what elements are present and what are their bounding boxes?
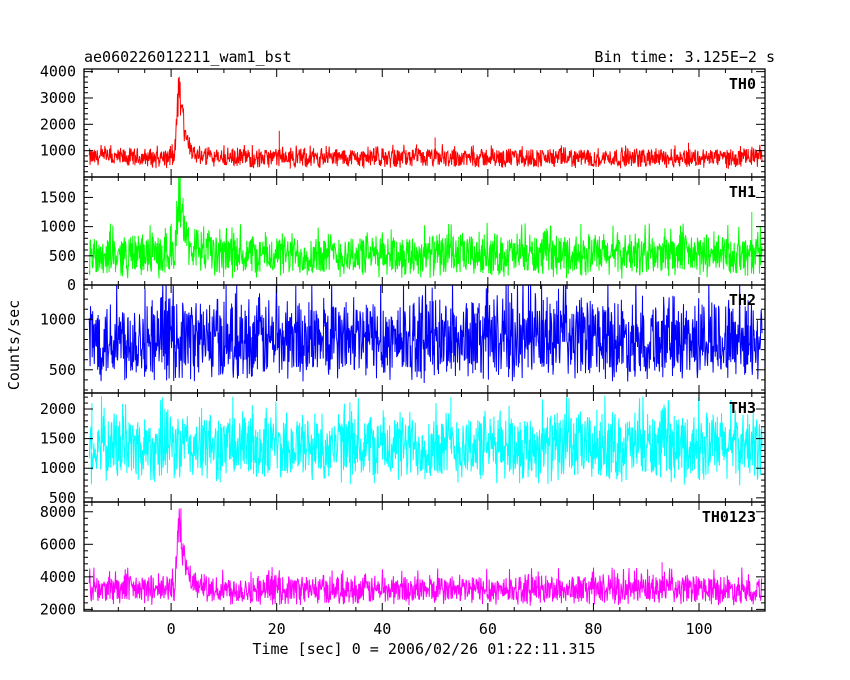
panel-th0: 1000 2000 3000 4000 TH0 <box>40 63 766 178</box>
series-line-th3 <box>88 395 763 486</box>
panel-frame <box>83 501 766 612</box>
y-tick-label: 1500 <box>40 430 76 448</box>
y-tick-label: 1000 <box>40 310 76 328</box>
y-tick-label: 2000 <box>40 400 76 418</box>
x-axis-label: Time [sec] 0 = 2006/02/26 01:22:11.315 <box>252 640 595 658</box>
y-tick-label: 500 <box>49 361 76 379</box>
y-tick-label: 4000 <box>40 568 76 586</box>
y-tick-label: 500 <box>49 247 76 265</box>
y-tick-label: 1000 <box>40 218 76 236</box>
y-tick-label: 3000 <box>40 89 76 107</box>
series-line-th0 <box>88 76 763 169</box>
y-tick-label: 8000 <box>40 503 76 521</box>
y-axis-label: Counts/sec <box>5 300 23 390</box>
series-label-th0123: TH0123 <box>702 508 756 526</box>
chart-title-right: Bin time: 3.125E−2 s <box>594 48 775 66</box>
panel-th0123: 2000 4000 6000 8000 TH0123 <box>40 501 766 618</box>
y-tick-label: 1000 <box>40 142 76 160</box>
series-label-th2: TH2 <box>729 291 756 309</box>
series-line-th1 <box>88 177 763 279</box>
x-tick-label: 80 <box>584 620 602 638</box>
y-tick-label: 6000 <box>40 535 76 553</box>
y-tick-label: 1000 <box>40 459 76 477</box>
series-label-th0: TH0 <box>729 75 756 93</box>
series-label-th1: TH1 <box>729 183 756 201</box>
series-line-th2 <box>88 285 763 384</box>
series-label-th3: TH3 <box>729 399 756 417</box>
y-tick-label: 2000 <box>40 115 76 133</box>
y-tick-label: 1500 <box>40 188 76 206</box>
y-tick-label: 500 <box>49 489 76 507</box>
x-tick-label: 0 <box>167 620 176 638</box>
chart-title-left: ae060226012211_wam1_bst <box>84 48 292 66</box>
x-tick-label: 60 <box>479 620 497 638</box>
x-tick-label: 100 <box>685 620 712 638</box>
panel-th2: 500 1000 TH2 <box>40 284 766 394</box>
y-tick-label: 4000 <box>40 63 76 81</box>
x-tick-label: 40 <box>373 620 391 638</box>
panel-th1: 0 500 1000 1500 TH1 <box>40 176 766 294</box>
panel-th3: 500 1000 1500 2000 TH3 <box>40 392 766 507</box>
x-tick-label: 20 <box>268 620 286 638</box>
y-tick-label: 0 <box>67 276 76 294</box>
series-line-th0123 <box>88 508 763 606</box>
y-tick-label: 2000 <box>40 600 76 618</box>
